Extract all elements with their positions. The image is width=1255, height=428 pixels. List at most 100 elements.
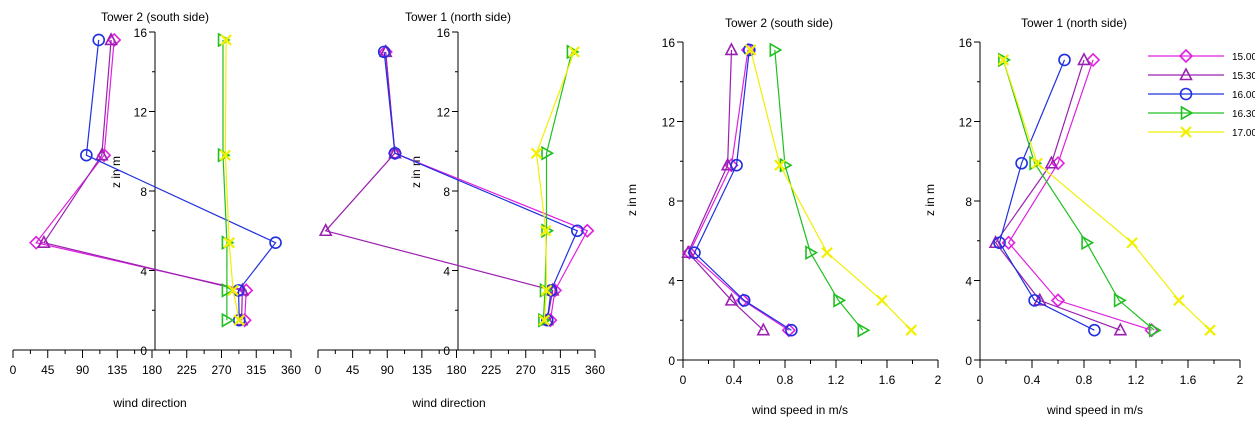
x-tick-label: 0.4 — [1024, 373, 1041, 387]
data-point — [785, 323, 798, 337]
y-tick-label: 12 — [662, 116, 676, 130]
data-point — [1113, 292, 1127, 308]
data-point — [540, 313, 554, 327]
series-line — [85, 39, 277, 321]
y-tick-label: 0 — [443, 344, 450, 358]
data-point — [688, 246, 701, 259]
x-tick-label: 2 — [935, 373, 942, 387]
y-tick-label: 4 — [140, 265, 147, 279]
y-axis-label: z in m — [409, 156, 423, 188]
x-tick-label: 2 — [1237, 373, 1244, 387]
y-tick-label: 16 — [437, 26, 451, 40]
y-tick-label: 16 — [662, 36, 676, 50]
data-point — [1050, 293, 1066, 308]
data-point — [724, 292, 739, 306]
y-tick-label: 12 — [959, 116, 973, 130]
data-point — [92, 33, 106, 47]
data-point — [876, 294, 888, 307]
data-point — [1148, 322, 1162, 338]
x-tick-label: 1.2 — [1128, 373, 1145, 387]
data-point — [220, 34, 232, 46]
data-point — [1044, 155, 1059, 169]
series-line — [542, 51, 573, 321]
y-tick-label: 12 — [134, 106, 148, 120]
data-point — [774, 159, 786, 172]
legend-label: 16.00 — [1232, 90, 1255, 101]
x-tick-label: 270 — [516, 363, 536, 377]
data-point — [833, 292, 847, 308]
x-tick-label: 0.8 — [777, 373, 794, 387]
data-point — [1088, 323, 1101, 337]
data-point — [744, 44, 757, 56]
chart-title: Tower 1 (north side) — [1021, 16, 1127, 30]
x-tick-label: 135 — [412, 363, 432, 377]
series-line — [1007, 59, 1152, 331]
data-point — [530, 147, 543, 160]
series-16.30 — [769, 42, 871, 338]
series-16.00 — [993, 53, 1101, 337]
chart-title: Tower 2 (south side) — [725, 16, 833, 30]
data-point — [221, 282, 235, 298]
data-point — [805, 245, 819, 261]
data-point — [742, 43, 756, 57]
x-tick-label: 180 — [142, 363, 162, 377]
y-tick-label: 12 — [437, 106, 451, 120]
y-tick-label: 0 — [140, 344, 147, 358]
x-tick-label: 45 — [346, 363, 360, 377]
data-point — [233, 314, 246, 326]
series-line — [998, 59, 1095, 331]
x-tick-label: 1.2 — [828, 373, 845, 387]
data-point — [94, 147, 109, 161]
data-point — [388, 145, 402, 159]
data-point — [724, 42, 739, 56]
data-point — [1028, 294, 1041, 307]
series-17.00 — [219, 34, 246, 326]
x-axis-label: wind direction — [112, 396, 186, 410]
x-tick-label: 135 — [107, 363, 127, 377]
x-tick-label: 1.6 — [879, 373, 896, 387]
x-tick-label: 45 — [41, 363, 55, 377]
series-15.00 — [1001, 52, 1159, 338]
y-axis-label: z in m — [109, 156, 123, 188]
data-point — [993, 236, 1006, 250]
x-tick-label: 0 — [680, 373, 687, 387]
chart-title: Tower 1 (north side) — [405, 10, 511, 24]
legend-marker — [1179, 67, 1193, 81]
x-tick-label: 0 — [10, 363, 17, 377]
series-line — [383, 51, 579, 321]
x-tick-label: 360 — [585, 363, 605, 377]
series-line — [687, 49, 764, 331]
data-point — [681, 244, 695, 258]
data-point — [80, 148, 93, 162]
legend: 15.00 15.30 16.00 16.30 17.00 — [1148, 48, 1255, 139]
x-tick-label: 225 — [481, 363, 501, 377]
data-point — [1077, 52, 1091, 66]
data-point — [1031, 157, 1043, 170]
data-point — [1173, 294, 1185, 307]
legend-marker — [1179, 87, 1193, 101]
y-tick-label: 4 — [443, 265, 450, 279]
chart-panel-1: Tower 2 (south side) 0 45 90 135 180 225 270 315… — [10, 10, 302, 410]
data-point — [580, 223, 595, 238]
data-point — [568, 46, 581, 58]
data-point — [539, 224, 552, 237]
x-tick-label: 180 — [446, 363, 466, 377]
series-line — [35, 39, 247, 321]
series-15.30 — [681, 42, 771, 336]
series-16.00 — [80, 33, 282, 327]
data-point — [318, 223, 333, 237]
chart-title: Tower 2 (south side) — [101, 10, 209, 24]
legend-marker — [1180, 105, 1194, 121]
y-tick-label: 0 — [668, 354, 675, 368]
data-point — [769, 42, 783, 58]
data-point — [905, 324, 918, 336]
data-point — [781, 323, 796, 338]
data-point — [227, 284, 239, 297]
x-tick-label: 270 — [211, 363, 231, 377]
data-point — [1113, 322, 1128, 336]
series-line — [324, 51, 554, 321]
data-point — [107, 32, 122, 48]
legend-marker — [1178, 48, 1194, 64]
data-point — [541, 145, 555, 161]
